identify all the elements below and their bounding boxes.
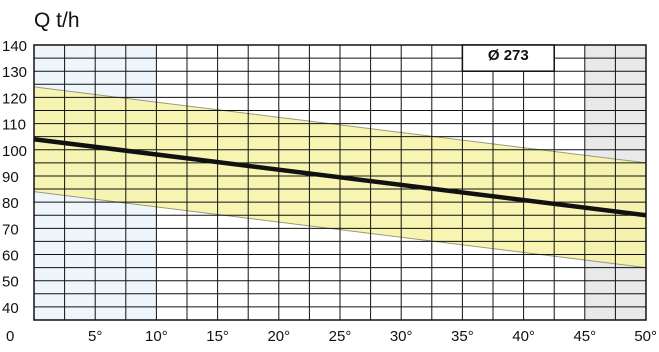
y-tick-label: 80	[2, 195, 19, 212]
y-tick-label: 50	[2, 274, 19, 291]
y-tick-label: 110	[2, 117, 26, 134]
x-tick-label: 45°	[573, 328, 596, 345]
annotation-label: Ø 273	[488, 47, 529, 64]
x-tick-label: 50°	[634, 328, 657, 345]
plot-border	[33, 44, 647, 321]
y-tick-label: 60	[2, 248, 19, 265]
y-tick-label: 100	[2, 143, 27, 160]
y-tick-label: 120	[2, 90, 27, 107]
y-axis-label: Q t/h	[34, 9, 80, 32]
x-tick-label: 0	[6, 328, 14, 345]
series-lines	[33, 137, 647, 218]
x-tick-label: 30°	[390, 328, 413, 345]
y-tick-label: 140	[2, 38, 27, 55]
plot-frame	[33, 44, 647, 321]
x-tick-label: 10°	[145, 328, 168, 345]
x-tick-label: 35°	[451, 328, 474, 345]
y-tick-label: 90	[2, 169, 19, 186]
annotation-box	[461, 44, 555, 72]
x-tick-labels: 0 5° 10° 15° 20° 25° 30° 35° 40° 45° 50°	[6, 328, 657, 345]
x-tick-label: 15°	[206, 328, 229, 345]
y-tick-label: 40	[2, 300, 19, 317]
grid	[34, 45, 646, 320]
annotation-group: Ø 273	[461, 44, 555, 72]
x-tick-label: 40°	[512, 328, 535, 345]
series-line-0	[33, 137, 647, 218]
y-tick-label: 130	[2, 64, 27, 81]
y-tick-label: 70	[2, 221, 19, 238]
x-tick-label: 20°	[267, 328, 290, 345]
y-tick-labels: 40 50 60 70 80 90 100 110 120 130 140	[2, 38, 27, 317]
x-tick-label: 25°	[329, 328, 352, 345]
x-tick-label: 5°	[88, 328, 102, 345]
